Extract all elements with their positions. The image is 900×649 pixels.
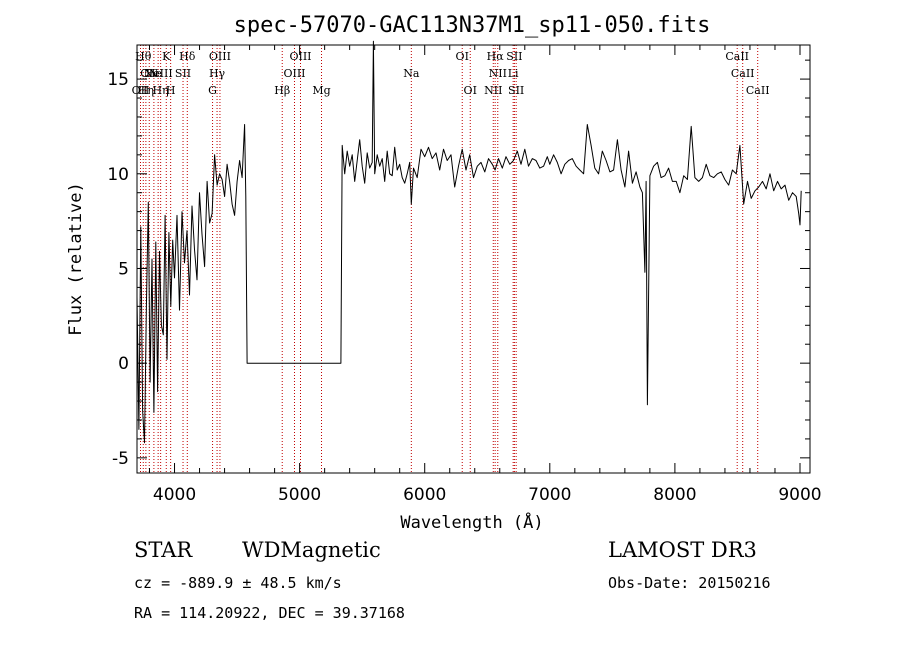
line-label: SII xyxy=(506,50,522,63)
y-axis-label: Flux (relative) xyxy=(66,182,86,336)
y-tick-label: -5 xyxy=(112,449,129,469)
x-tick-label: 6000 xyxy=(403,485,446,505)
line-label: G xyxy=(208,84,217,97)
line-label: OIII xyxy=(289,50,311,63)
line-label: CaII xyxy=(725,50,749,63)
line-label: Hη xyxy=(153,84,169,97)
sky-coordinates: RA = 114.20922, DEC = 39.37168 xyxy=(134,604,405,622)
line-label: Hβ xyxy=(274,84,290,97)
x-axis: 4000 5000 6000 7000 8000 9000 xyxy=(149,45,822,505)
spectrum-line xyxy=(136,40,802,444)
line-label: K xyxy=(162,50,171,63)
line-label: OII xyxy=(132,84,150,97)
line-label: Na xyxy=(403,67,420,80)
x-tick-label: 8000 xyxy=(653,485,696,505)
chart-title: spec-57070-GAC113N37M1_sp11-050.fits xyxy=(234,13,711,38)
y-tick-label: 10 xyxy=(107,165,129,185)
line-label: Hγ xyxy=(209,67,226,80)
line-label: CN xyxy=(140,67,158,80)
spectral-line-markers xyxy=(140,45,759,473)
plot-frame xyxy=(136,44,811,474)
line-label: CaII xyxy=(746,84,770,97)
observation-date: Obs-Date: 20150216 xyxy=(608,574,771,592)
x-tick-label: 7000 xyxy=(528,485,571,505)
line-label: Li xyxy=(508,67,519,80)
line-label: CaII xyxy=(731,67,755,80)
x-tick-label: 4000 xyxy=(153,485,196,505)
survey-name: LAMOST DR3 xyxy=(608,538,757,562)
y-tick-label: 5 xyxy=(118,259,129,279)
x-tick-label: 5000 xyxy=(278,485,321,505)
object-class: STAR xyxy=(134,538,193,562)
x-tick-label: 9000 xyxy=(778,485,821,505)
line-label: SII xyxy=(175,67,191,80)
line-label: Hα xyxy=(487,50,505,63)
line-label: Mg xyxy=(312,84,330,97)
line-label: Hη xyxy=(138,84,154,97)
y-axis: -5 0 5 10 15 xyxy=(107,59,810,469)
redshift-velocity: cz = -889.9 ± 48.5 km/s xyxy=(134,574,342,592)
line-label: SII xyxy=(508,84,524,97)
y-tick-label: 0 xyxy=(118,354,129,374)
line-label: OI xyxy=(456,50,469,63)
x-axis-label: Wavelength (Å) xyxy=(400,511,543,533)
y-tick-label: 15 xyxy=(107,70,129,90)
spectrum-series xyxy=(136,40,802,444)
line-label: OI xyxy=(464,84,477,97)
line-label: He xyxy=(146,67,162,80)
line-label: Hδ xyxy=(179,50,196,63)
line-label: OIII xyxy=(283,67,305,80)
line-label: H xyxy=(166,84,176,97)
line-label: Hθ xyxy=(135,50,152,63)
line-label: NeIII xyxy=(144,67,173,80)
object-subclass: WDMagnetic xyxy=(242,538,381,562)
line-label: NII xyxy=(484,84,502,97)
line-label: OIII xyxy=(209,50,231,63)
line-label: NII xyxy=(489,67,507,80)
